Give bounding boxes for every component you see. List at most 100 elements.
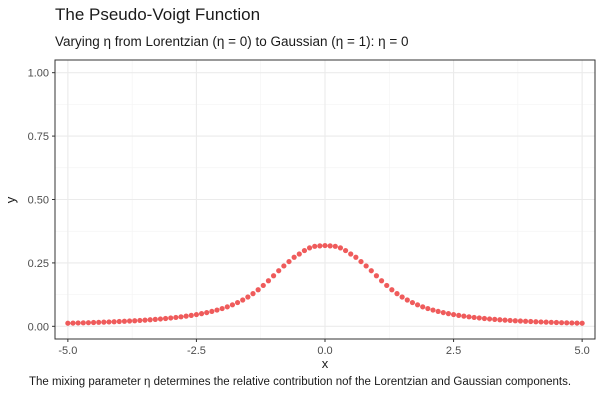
- data-point: [260, 282, 266, 289]
- y-tick-label: 0.25: [28, 258, 49, 270]
- data-point: [574, 320, 580, 326]
- y-tick-label: 0.75: [28, 131, 49, 143]
- data-point: [471, 314, 477, 321]
- x-axis-title: x: [322, 356, 329, 371]
- data-point: [214, 307, 220, 313]
- data-point: [101, 319, 107, 325]
- data-point: [512, 318, 518, 324]
- data-point: [142, 317, 148, 323]
- data-point: [96, 319, 102, 325]
- chart-caption: The mixing parameter η determines the re…: [28, 376, 572, 388]
- data-point: [317, 243, 323, 249]
- x-tick-label: 0.0: [317, 345, 332, 357]
- data-point: [296, 251, 302, 257]
- data-point: [291, 254, 297, 260]
- data-point: [502, 317, 508, 323]
- y-axis-ticks: 0.00 0.25 0.50 0.75 1.00: [28, 68, 55, 333]
- data-point: [327, 243, 333, 249]
- data-point: [168, 315, 174, 321]
- data-point: [399, 294, 405, 300]
- data-point: [126, 318, 133, 324]
- data-point: [353, 254, 359, 260]
- data-point: [137, 317, 143, 324]
- data-point: [85, 320, 92, 326]
- data-point: [394, 290, 400, 297]
- data-point: [481, 315, 488, 322]
- data-point: [486, 316, 493, 322]
- data-point: [281, 263, 287, 269]
- data-point: [245, 294, 251, 300]
- data-point: [270, 273, 277, 279]
- y-axis-title: y: [3, 196, 18, 203]
- data-point: [466, 314, 472, 320]
- data-point: [332, 243, 338, 249]
- data-points: [65, 242, 585, 326]
- x-tick-label: -5.0: [58, 345, 77, 357]
- data-point: [240, 297, 246, 303]
- data-point: [250, 290, 256, 297]
- chart-title: The Pseudo-Voigt Function: [55, 5, 261, 24]
- data-point: [553, 319, 560, 326]
- data-point: [522, 318, 529, 324]
- data-point: [265, 278, 272, 284]
- data-point: [384, 282, 390, 289]
- data-point: [445, 311, 452, 317]
- data-point: [183, 313, 189, 319]
- data-point: [116, 318, 122, 325]
- data-point: [162, 315, 169, 322]
- y-tick-label: 1.00: [28, 68, 49, 80]
- data-point: [389, 287, 395, 293]
- data-point: [363, 263, 369, 269]
- x-tick-label: -2.5: [187, 345, 206, 357]
- x-axis-ticks: -5.0 -2.5 0.0 2.5 5.0: [58, 339, 590, 357]
- y-tick-label: 0.50: [28, 195, 49, 207]
- grid-major: [55, 60, 595, 339]
- data-point: [517, 318, 524, 324]
- data-point: [425, 305, 431, 312]
- data-point: [65, 320, 71, 326]
- data-point: [569, 320, 575, 326]
- data-point: [219, 305, 225, 312]
- data-point: [224, 304, 230, 310]
- data-point: [234, 299, 241, 306]
- data-point: [538, 319, 544, 325]
- data-point: [111, 319, 117, 325]
- data-point: [173, 314, 179, 321]
- data-point: [229, 302, 236, 308]
- data-point: [435, 308, 441, 315]
- data-point: [558, 320, 565, 326]
- data-point: [430, 307, 436, 313]
- data-point: [188, 312, 194, 318]
- data-point: [440, 309, 446, 316]
- data-point: [322, 242, 328, 249]
- data-point: [121, 318, 128, 324]
- data-point: [450, 311, 457, 318]
- data-point: [152, 316, 158, 322]
- y-tick-label: 0.00: [28, 321, 49, 333]
- data-point: [276, 268, 282, 274]
- data-point: [209, 308, 215, 315]
- data-point: [348, 251, 354, 257]
- data-point: [342, 247, 349, 254]
- data-point: [358, 258, 364, 265]
- data-point: [193, 311, 200, 318]
- data-point: [492, 316, 498, 322]
- data-point: [507, 317, 513, 324]
- data-point: [198, 311, 205, 317]
- data-point: [286, 258, 292, 265]
- data-point: [548, 319, 554, 325]
- data-point: [373, 273, 380, 279]
- data-point: [409, 299, 416, 306]
- x-tick-label: 2.5: [446, 345, 461, 357]
- data-point: [414, 302, 421, 308]
- data-point: [579, 320, 585, 326]
- data-point: [461, 313, 467, 319]
- data-point: [312, 243, 318, 249]
- data-point: [528, 318, 534, 325]
- data-point: [476, 315, 482, 321]
- data-point: [204, 309, 210, 316]
- data-point: [420, 304, 426, 310]
- x-tick-label: 5.0: [574, 345, 589, 357]
- data-point: [497, 317, 503, 323]
